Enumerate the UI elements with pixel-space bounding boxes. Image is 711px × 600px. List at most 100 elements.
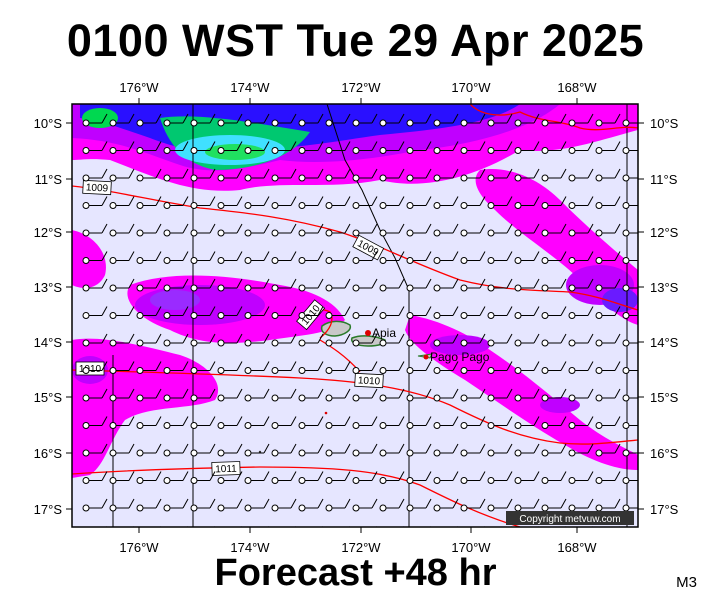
wind-station-dot bbox=[271, 312, 279, 319]
wind-barb-feather bbox=[155, 333, 162, 344]
wind-station-dot bbox=[325, 504, 333, 512]
wind-barb-feather bbox=[565, 526, 567, 527]
wind-barb-feather bbox=[344, 278, 351, 289]
wind-barb-feather bbox=[479, 113, 486, 124]
wind-barb-feather bbox=[479, 416, 486, 426]
wind-station-dot bbox=[514, 339, 522, 347]
wind-station-dot bbox=[325, 229, 333, 237]
wind-barb-feather bbox=[614, 361, 621, 371]
wind-barb-feather bbox=[533, 498, 540, 509]
wind-barb-feather bbox=[371, 168, 378, 179]
wind-barb-feather bbox=[106, 526, 108, 527]
wind-barb-feather bbox=[587, 333, 594, 344]
wind-station-dot bbox=[406, 504, 414, 512]
wind-station-dot bbox=[623, 533, 629, 539]
wind-barb-feather bbox=[533, 196, 540, 206]
wind-station-dot bbox=[433, 504, 441, 512]
wind-station-dot bbox=[596, 533, 602, 539]
wind-barb-feather bbox=[322, 526, 324, 527]
wind-barb-feather bbox=[398, 416, 405, 426]
wind-barb-feather bbox=[614, 278, 621, 289]
wind-barb-feather bbox=[344, 141, 351, 151]
wind-station-dot bbox=[487, 339, 495, 347]
wind-barb-feather bbox=[452, 251, 459, 261]
wind-barb-feather bbox=[317, 141, 324, 151]
wind-barb-feather bbox=[425, 223, 432, 234]
wind-station-dot bbox=[109, 449, 117, 457]
wind-barb-feather bbox=[209, 306, 216, 316]
wind-station-dot bbox=[541, 339, 549, 347]
wind-barb-feather bbox=[344, 196, 351, 206]
wind-station-dot bbox=[433, 229, 441, 237]
pago-pago-marker bbox=[423, 354, 429, 360]
wind-station-dot bbox=[514, 504, 522, 512]
wind-station-dot bbox=[595, 202, 603, 209]
wind-barb-feather bbox=[479, 306, 486, 316]
wind-barb-feather bbox=[484, 526, 486, 527]
wind-station-dot bbox=[487, 394, 495, 402]
wind-station-dot bbox=[109, 229, 117, 237]
wind-station-dot bbox=[163, 422, 171, 429]
wind-barb-feather bbox=[344, 498, 351, 509]
wind-barb-feather bbox=[479, 251, 486, 261]
wind-station-dot bbox=[244, 119, 252, 127]
wind-barb-feather bbox=[344, 388, 351, 399]
wind-barb-feather bbox=[506, 306, 513, 316]
wind-barb-feather bbox=[533, 388, 540, 399]
wind-station-dot bbox=[379, 257, 387, 264]
wind-station-dot bbox=[190, 312, 198, 319]
wind-station-dot bbox=[271, 119, 279, 127]
rain-cell-southeast bbox=[430, 335, 490, 355]
wind-barb-feather bbox=[371, 306, 378, 316]
wind-barb-feather bbox=[587, 278, 594, 289]
wind-station-dot bbox=[568, 367, 576, 374]
wind-station-dot bbox=[325, 422, 333, 429]
model-code: M3 bbox=[676, 574, 697, 591]
wind-barb-feather bbox=[452, 361, 459, 371]
wind-barb-feather bbox=[642, 417, 647, 426]
wind-station-dot bbox=[109, 339, 117, 347]
wind-station-dot bbox=[163, 257, 171, 264]
apia-marker bbox=[365, 330, 371, 336]
wind-station-dot bbox=[244, 367, 252, 374]
wind-barb-feather bbox=[506, 443, 513, 454]
wind-station-dot bbox=[433, 367, 441, 374]
wind-barb-feather bbox=[403, 526, 405, 527]
wind-station-dot bbox=[190, 202, 198, 209]
lon-tick-label: 170°W bbox=[451, 80, 491, 95]
wind-barb-feather bbox=[236, 416, 243, 426]
wind-station-dot bbox=[568, 229, 576, 237]
wind-station-dot bbox=[136, 147, 144, 154]
wind-barb-feather bbox=[587, 223, 594, 234]
wind-station-dot bbox=[352, 284, 360, 292]
wind-station-dot bbox=[568, 119, 576, 127]
wind-barb-feather bbox=[614, 251, 621, 261]
wind-barb-feather bbox=[425, 113, 432, 124]
wind-barb-feather bbox=[587, 306, 594, 316]
wind-station-dot bbox=[434, 533, 440, 539]
wind-station-dot bbox=[487, 284, 495, 292]
wind-station-dot bbox=[298, 119, 306, 127]
wind-station-dot bbox=[298, 367, 306, 374]
wind-barb-feather bbox=[425, 333, 432, 344]
wind-station-dot bbox=[568, 312, 576, 319]
wind-station-dot bbox=[595, 394, 603, 402]
isobar-label: 1010 bbox=[358, 375, 381, 387]
wind-station-dot bbox=[83, 533, 89, 539]
wind-station-dot bbox=[217, 257, 225, 264]
wind-barb-feather bbox=[452, 223, 459, 234]
wind-station-dot bbox=[325, 477, 333, 484]
wind-barb-feather bbox=[479, 196, 486, 206]
wind-barb-feather bbox=[344, 416, 351, 426]
wind-station-dot bbox=[406, 147, 414, 154]
wind-station-dot bbox=[82, 284, 90, 292]
wind-barb-feather bbox=[587, 471, 594, 481]
wind-barb-feather bbox=[209, 278, 216, 289]
wind-barb-feather bbox=[128, 141, 135, 151]
wind-barb-feather bbox=[479, 388, 486, 399]
wind-station-dot bbox=[244, 339, 252, 347]
wind-station-dot bbox=[514, 367, 522, 374]
wind-station-dot bbox=[82, 202, 90, 209]
wind-station-dot bbox=[433, 147, 441, 154]
wind-station-dot bbox=[352, 257, 360, 264]
